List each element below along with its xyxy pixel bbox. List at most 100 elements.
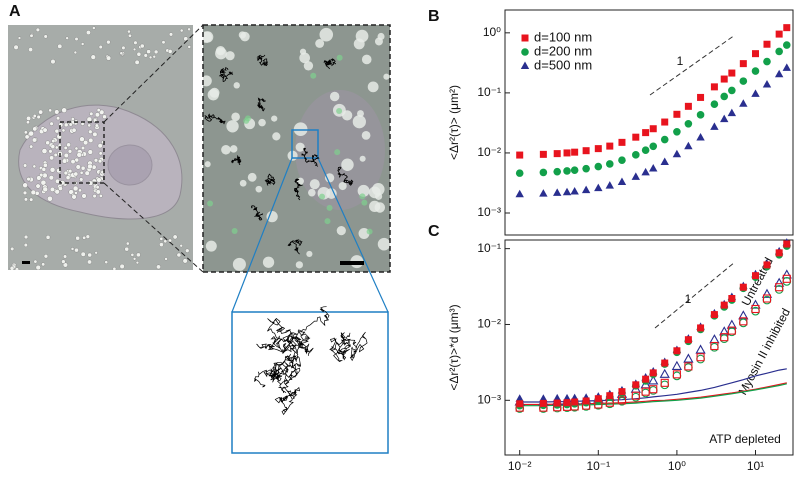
bead: [303, 61, 314, 71]
bead: [310, 72, 317, 79]
annotation: 1: [685, 292, 692, 306]
bead: [128, 33, 132, 38]
bead: [271, 115, 278, 122]
bead: [326, 204, 333, 211]
data-point: [660, 380, 670, 390]
data-point: [649, 385, 658, 394]
data-point: [618, 138, 626, 146]
data-point: [695, 344, 706, 354]
bead: [54, 109, 60, 115]
data-point: [720, 75, 728, 83]
bead: [53, 152, 58, 158]
bead: [40, 179, 47, 186]
data-point: [571, 148, 579, 156]
bead: [240, 31, 250, 42]
bead: [36, 175, 42, 181]
data-point: [642, 375, 650, 383]
bead: [35, 264, 41, 270]
data-point: [775, 249, 783, 257]
bead: [225, 51, 235, 61]
data-point: [606, 142, 614, 150]
bead: [75, 164, 81, 170]
trajectory: [267, 318, 311, 381]
bead: [42, 186, 48, 193]
bead: [54, 189, 60, 195]
trajectory: [218, 66, 234, 82]
bead: [233, 82, 240, 89]
data-point: [641, 146, 650, 155]
bead: [58, 186, 63, 191]
bead: [13, 44, 19, 50]
bead: [50, 59, 56, 65]
bead: [62, 262, 68, 268]
bead: [41, 167, 47, 172]
bead: [65, 36, 69, 40]
bead: [106, 55, 112, 61]
data-point: [594, 183, 603, 192]
bead: [74, 247, 79, 253]
bead: [179, 244, 183, 248]
data-point: [710, 83, 718, 91]
bead: [67, 149, 73, 154]
bead: [49, 186, 55, 192]
data-point: [762, 294, 772, 303]
bead: [79, 136, 85, 142]
bead: [90, 54, 96, 60]
slope-guide: [649, 34, 736, 96]
data-point: [683, 353, 694, 363]
trajectory: [251, 205, 264, 221]
trajectory: [287, 239, 303, 255]
bead: [74, 191, 78, 195]
bead: [79, 177, 84, 182]
bead: [68, 122, 73, 127]
bead: [361, 131, 371, 140]
zoom-line: [103, 24, 204, 123]
bead: [92, 131, 98, 137]
bead: [119, 51, 124, 56]
data-point: [720, 301, 728, 309]
bead: [127, 29, 131, 34]
bead: [140, 43, 145, 49]
bead: [168, 32, 174, 37]
bead: [87, 259, 92, 265]
bead: [56, 133, 63, 140]
bead: [299, 52, 311, 64]
bead: [172, 234, 178, 240]
data-point: [720, 92, 729, 101]
bead: [306, 250, 313, 258]
data-point: [582, 397, 590, 405]
bead: [75, 235, 80, 241]
bead: [247, 172, 257, 182]
bead: [359, 193, 366, 200]
bead: [119, 263, 125, 269]
bead: [272, 132, 281, 141]
trajectories: [204, 54, 368, 416]
bead: [9, 266, 15, 270]
bead: [255, 185, 263, 193]
legend-label: d=500 nm: [534, 57, 592, 72]
data-point: [672, 371, 682, 381]
bead: [96, 108, 101, 113]
data-point: [775, 30, 783, 38]
bead: [315, 39, 325, 48]
data-point: [571, 398, 579, 406]
data-point: [672, 149, 682, 158]
bead: [88, 137, 94, 143]
bead: [130, 253, 135, 257]
bead: [26, 177, 31, 182]
plot-frame: [504, 9, 794, 236]
bead: [30, 189, 36, 196]
bead: [295, 142, 305, 152]
bead: [61, 128, 66, 133]
data-point: [782, 274, 791, 283]
legend-label: d=100 nm: [534, 29, 592, 44]
data-point: [697, 93, 705, 101]
bead: [352, 115, 366, 129]
bead: [319, 27, 334, 42]
bead: [28, 47, 33, 52]
scale-bar: [340, 261, 364, 265]
data-point: [763, 57, 771, 66]
data-point: [720, 333, 729, 342]
data-point: [649, 369, 657, 377]
bead: [161, 40, 166, 45]
